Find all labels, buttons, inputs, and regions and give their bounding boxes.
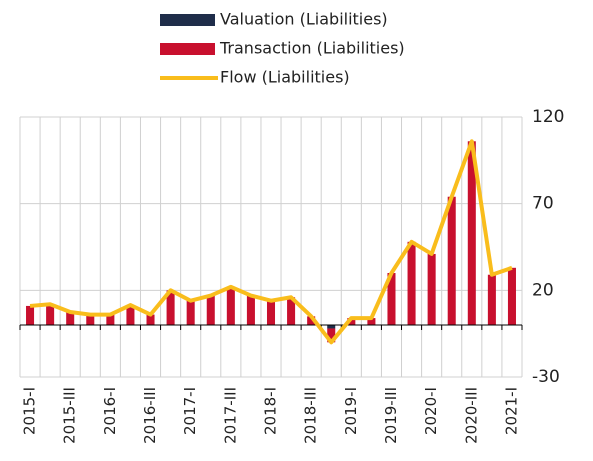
legend-label: Transaction (Liabilities) — [219, 39, 405, 58]
bar — [467, 141, 476, 325]
bar — [447, 196, 456, 325]
bar — [186, 300, 195, 325]
bar — [46, 304, 55, 325]
bar — [106, 314, 115, 325]
bar — [166, 290, 175, 325]
bar — [246, 295, 255, 325]
y-tick-label: -30 — [532, 367, 560, 387]
bar — [287, 297, 296, 325]
bar — [26, 305, 35, 325]
legend-swatch — [160, 43, 215, 55]
x-tick-label: 2015-III — [61, 387, 79, 444]
x-tick-label: 2017-I — [181, 387, 199, 435]
legend-label: Flow (Liabilities) — [220, 68, 350, 87]
x-tick-label: 2018-III — [302, 387, 320, 444]
bar — [427, 253, 436, 325]
x-tick-label: 2017-III — [221, 387, 239, 444]
x-tick-label: 2019-I — [342, 387, 360, 435]
y-tick-label: 20 — [532, 280, 554, 300]
y-tick-label: 120 — [532, 107, 564, 127]
bar — [347, 318, 356, 325]
legend-label: Valuation (Liabilities) — [220, 10, 388, 29]
bar — [367, 318, 376, 325]
x-tick-label: 2019-III — [382, 387, 400, 444]
x-tick-label: 2016-I — [101, 387, 119, 435]
bar — [206, 295, 215, 325]
legend-swatch — [160, 14, 215, 26]
y-tick-label: 70 — [532, 194, 554, 214]
bar — [126, 305, 135, 325]
bar — [226, 286, 235, 325]
x-tick-label: 2020-III — [462, 387, 480, 444]
bar — [86, 314, 95, 325]
bar — [266, 300, 276, 325]
bar — [146, 314, 155, 325]
bar — [327, 325, 336, 329]
bar — [307, 316, 316, 325]
x-tick-label: 2018-I — [262, 387, 280, 435]
bar — [507, 267, 516, 325]
x-tick-label: 2015-I — [21, 387, 39, 435]
x-tick-label: 2016-III — [141, 387, 159, 444]
x-tick-label: 2020-I — [422, 387, 440, 435]
flow-line — [29, 139, 513, 345]
bar — [487, 274, 496, 325]
bar — [387, 273, 396, 325]
bar — [407, 241, 416, 325]
bar — [66, 312, 75, 325]
x-tick-label: 2021-I — [502, 387, 520, 435]
bar — [327, 328, 336, 343]
